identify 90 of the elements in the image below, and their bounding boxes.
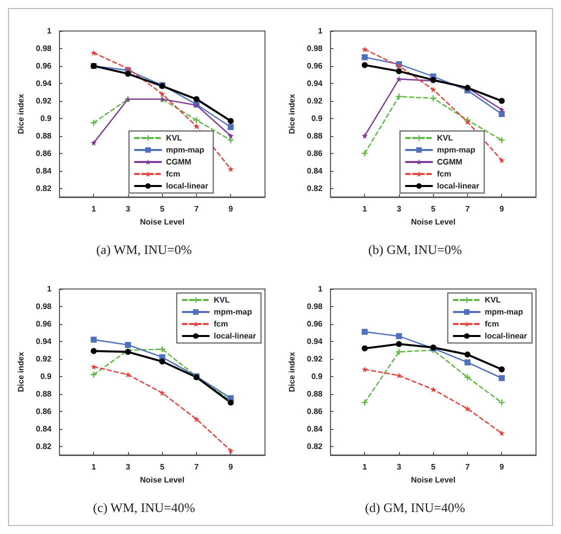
x-tick-label: 5 [160,462,166,472]
y-tick-label: 0.9 [311,372,324,381]
y-tick-label: 0.84 [36,424,52,434]
y-tick-label: 0.86 [36,406,52,416]
x-tick-label: 1 [92,204,96,214]
y-axis-title: Dice index [288,93,296,134]
x-tick-label: 9 [228,462,234,472]
x-tick-label: 7 [465,204,470,214]
y-tick-label: 0.98 [36,44,52,53]
y-tick-label: 0.96 [306,61,324,70]
x-tick-label: 7 [194,462,200,472]
x-tick-label: 3 [396,204,402,214]
y-tick-label: 0.82 [36,442,52,451]
y-tick-label: 0.88 [306,389,324,398]
legend-label: fcm [437,170,452,178]
legend-label: local-linear [437,182,480,190]
legend-label: KVL [484,296,501,304]
x-tick-label: 9 [228,204,234,214]
x-tick-label: 1 [92,462,96,472]
x-axis-title: Noise Level [411,475,456,484]
x-tick-label: 9 [500,204,505,214]
x-tick-label: 5 [160,204,166,214]
y-tick-label: 0.94 [36,78,52,88]
y-tick-label: 0.82 [36,184,52,193]
y-tick-label: 0.86 [36,148,52,158]
y-tick-label: 0.9 [40,372,52,381]
y-tick-label: 0.88 [306,131,324,140]
y-tick-label: 0.88 [36,389,52,398]
y-tick-label: 0.84 [306,424,324,434]
y-tick-label: 0.86 [306,406,324,416]
legend-label: CGMM [437,158,463,166]
x-tick-label: 5 [431,462,436,472]
x-axis-title: Noise Level [140,475,184,484]
y-tick-label: 0.96 [36,319,52,328]
y-tick-label: 0.98 [306,44,324,53]
y-tick-label: 1 [318,26,324,36]
y-axis-title: Dice index [16,93,26,134]
legend-label: mpm-map [166,146,204,154]
legend-label: CGMM [166,158,192,166]
y-tick-label: 1 [318,284,324,294]
y-tick-label: 0.92 [306,96,324,106]
y-tick-label: 0.94 [306,336,324,346]
legend-label: KVL [166,134,182,142]
legend-label: local-linear [166,182,208,190]
y-tick-label: 0.9 [40,114,52,123]
legend-label: mpm-map [214,308,252,316]
y-tick-label: 0.98 [306,302,324,311]
x-tick-label: 3 [126,204,131,214]
y-tick-label: 0.86 [306,148,324,158]
y-tick-label: 0.84 [36,166,52,176]
x-axis-title: Noise Level [411,217,456,226]
text: (c) WM, INU=40% [92,500,196,515]
x-axis-title: Noise Level [140,217,184,226]
legend-label: local-linear [214,332,256,340]
y-tick-label: 0.96 [306,319,324,328]
text: (a) WM, INU=0% [96,242,192,257]
x-tick-label: 9 [500,462,505,472]
legend-label: KVL [214,296,230,304]
legend-label: local-linear [484,332,528,340]
x-tick-label: 3 [396,462,402,472]
legend-label: KVL [437,134,454,142]
y-tick-label: 0.82 [306,442,324,451]
y-tick-label: 0.96 [36,61,52,70]
y-tick-label: 0.92 [306,354,324,364]
x-tick-label: 1 [362,204,368,214]
text: (b) GM, INU=0% [368,242,462,257]
y-axis-title: Dice index [288,351,296,392]
y-tick-label: 0.92 [36,96,52,106]
legend-label: fcm [484,320,499,328]
y-tick-label: 1 [47,26,52,36]
y-tick-label: 0.84 [306,166,324,176]
y-tick-label: 0.98 [36,302,52,311]
y-tick-label: 0.88 [36,131,52,140]
y-tick-label: 1 [47,284,52,294]
y-tick-label: 0.82 [306,184,324,193]
text: (d) GM, INU=40% [364,500,466,515]
legend-label: mpm-map [437,146,476,154]
x-tick-label: 7 [465,462,470,472]
x-tick-label: 3 [126,462,131,472]
x-tick-label: 1 [362,462,368,472]
x-tick-label: 5 [431,204,436,214]
y-tick-label: 0.92 [36,354,52,364]
x-tick-label: 7 [194,204,200,214]
y-axis-title: Dice index [16,351,26,392]
legend-label: mpm-map [484,308,524,316]
y-tick-label: 0.94 [306,78,324,88]
y-tick-label: 0.9 [311,114,324,123]
legend-label: fcm [166,170,180,178]
legend-label: fcm [214,320,228,328]
y-tick-label: 0.94 [36,336,52,346]
